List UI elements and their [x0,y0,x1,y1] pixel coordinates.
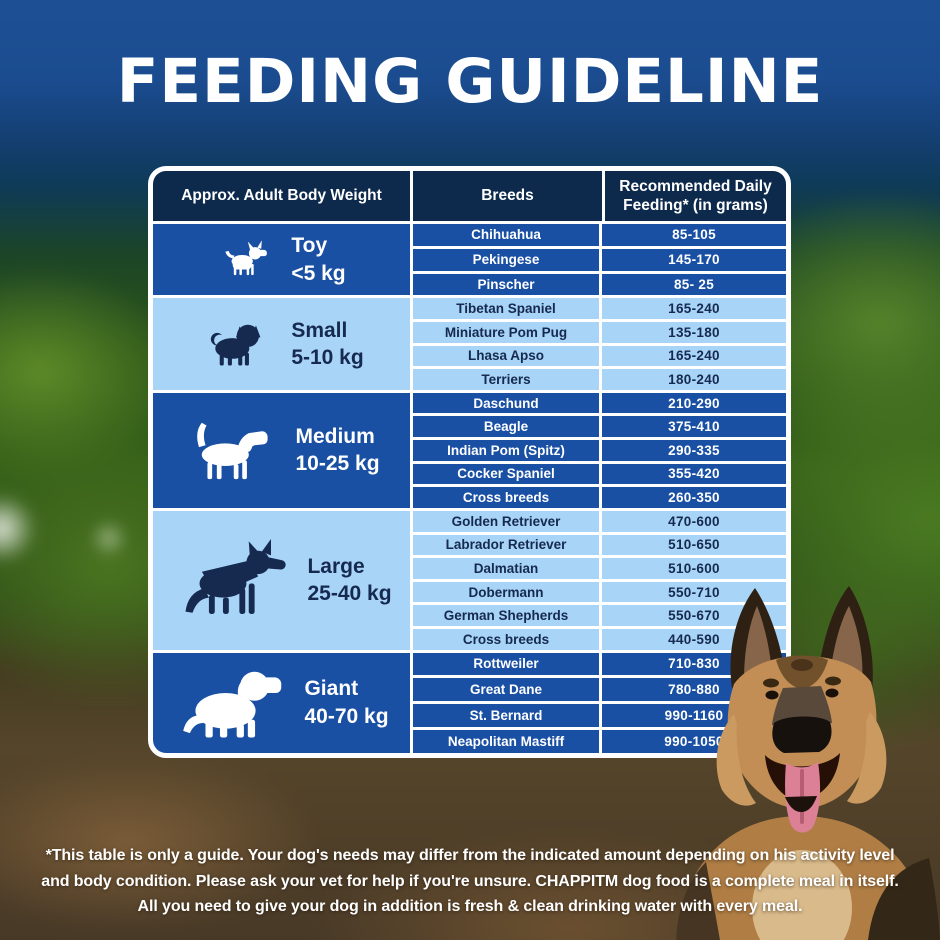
breed-name: Beagle [413,416,602,438]
breed-rows: Chihuahua 85-105 Pekingese 145-170 Pinscher 8… [410,224,786,296]
body-weight-cell: Medium 10-25 kg [153,392,410,508]
feeding-amount: 145-170 [602,248,786,271]
breed-name: Cross breeds [413,628,602,650]
weight-range: 40-70 kg [304,704,389,728]
body-weight-cell: Giant 40-70 kg [153,652,410,753]
size-group-large: Large 25-40 kg Golden Retriever 470-600 Labr… [153,507,786,650]
feeding-amount: 355-420 [602,463,786,485]
size-group-giant: Giant 40-70 kg Rottweiler 710-830 Great Dane… [153,649,786,753]
table-row: Daschund 210-290 [413,392,786,414]
german-shepherd-photo [676,586,940,940]
breed-name: Rottweiler [413,652,602,676]
german-shepherd-icon [171,539,289,621]
size-name: Medium [295,425,375,449]
table-row: Beagle 375-410 [413,413,786,438]
breed-name: Daschund [413,392,602,414]
size-group-medium: Medium 10-25 kg Daschund 210-290 Beagle 375-4… [153,389,786,508]
breed-name: Indian Pom (Spitz) [413,440,602,461]
feeding-amount: 165-240 [602,345,786,367]
breed-rows: Daschund 210-290 Beagle 375-410 Indian Pom (… [410,392,786,508]
column-header-breeds: Breeds [410,171,602,221]
feeding-amount: 550-710 [602,581,786,603]
breed-name: Chihuahua [413,224,602,246]
feeding-amount: 165-240 [602,298,786,320]
column-header-daily-feeding: Recommended Daily Feeding* (in grams) [602,171,786,221]
weight-range: <5 kg [291,261,346,285]
table-row: Chihuahua 85-105 [413,224,786,246]
size-weight-label: Large 25-40 kg [307,553,391,608]
breed-name: German Shepherds [413,605,602,626]
table-header-row: Approx. Adult Body Weight Breeds Recomme… [153,171,786,221]
breed-name: Cocker Spaniel [413,463,602,485]
feeding-amount: 290-335 [602,440,786,461]
size-weight-label: Small 5-10 kg [291,317,363,372]
breed-name: Terriers [413,369,602,390]
size-weight-label: Toy <5 kg [291,232,345,287]
breed-name: Pinscher [413,273,602,296]
breed-name: Cross breeds [413,487,602,508]
feeding-amount: 510-600 [602,558,786,579]
body-weight-cell: Small 5-10 kg [153,298,410,390]
breed-name: Miniature Pom Pug [413,322,602,343]
feeding-amount: 180-240 [602,369,786,390]
column-header-body-weight: Approx. Adult Body Weight [181,187,382,204]
feeding-amount: 135-180 [602,322,786,343]
size-weight-label: Giant 40-70 kg [304,675,388,730]
st-bernard-icon [174,664,286,742]
feeding-amount: 375-410 [602,416,786,438]
feeding-amount: 85-105 [602,224,786,246]
size-name: Giant [304,677,359,701]
pug-icon [199,318,273,370]
size-name: Large [307,554,365,578]
breed-rows: Tibetan Spaniel 165-240 Miniature Pom Pug 1… [410,298,786,390]
table-row: Golden Retriever 470-600 [413,510,786,532]
footnote: *This table is only a guide. Your dog's … [41,847,899,916]
weight-range: 5-10 kg [291,346,364,370]
feeding-amount: 510-650 [602,534,786,556]
table-row: Lhasa Apso 165-240 [413,342,786,367]
size-name: Toy [291,234,328,258]
weight-range: 10-25 kg [295,452,380,476]
table-row: Miniature Pom Pug 135-180 [413,319,786,343]
breed-name: Lhasa Apso [413,345,602,367]
size-name: Small [291,318,348,342]
table-row: Terriers 180-240 [413,366,786,390]
table-row: Cross breeds 260-350 [413,484,786,508]
feeding-amount: 260-350 [602,487,786,508]
size-group-toy: Toy <5 kg Chihuahua 85-105 Pekingese 145-170 P… [153,221,786,296]
body-weight-cell: Toy <5 kg [153,224,410,296]
table-row: Labrador Retriever 510-650 [413,531,786,556]
beagle-icon [183,417,277,483]
breed-name: Tibetan Spaniel [413,298,602,320]
weight-range: 25-40 kg [307,582,392,606]
breed-name: Pekingese [413,248,602,271]
chihuahua-icon [217,240,273,280]
breed-name: Labrador Retriever [413,534,602,556]
page-title: FEEDING GUIDELINE [116,46,824,117]
table-row: Indian Pom (Spitz) 290-335 [413,437,786,461]
table-body: Toy <5 kg Chihuahua 85-105 Pekingese 145-170 P… [153,221,786,753]
breed-name: Dalmatian [413,558,602,579]
size-group-small: Small 5-10 kg Tibetan Spaniel 165-240 Miniat… [153,295,786,390]
breed-name: Dobermann [413,581,602,603]
body-weight-cell: Large 25-40 kg [153,510,410,650]
size-weight-label: Medium 10-25 kg [295,423,379,478]
breed-name: St. Bernard [413,704,602,728]
table-row: Cocker Spaniel 355-420 [413,460,786,485]
table-row: Dobermann 550-710 [413,578,786,603]
breed-name: Golden Retriever [413,510,602,532]
table-row: Tibetan Spaniel 165-240 [413,298,786,320]
breed-name: Neapolitan Mastiff [413,730,602,753]
feeding-table: Approx. Adult Body Weight Breeds Recomme… [148,166,791,758]
feeding-amount: 210-290 [602,392,786,414]
feeding-amount: 470-600 [602,510,786,532]
feeding-amount: 85- 25 [602,273,786,296]
table-row: Pekingese 145-170 [413,245,786,271]
table-row: Pinscher 85- 25 [413,270,786,296]
breed-name: Great Dane [413,678,602,702]
table-row: Dalmatian 510-600 [413,555,786,579]
